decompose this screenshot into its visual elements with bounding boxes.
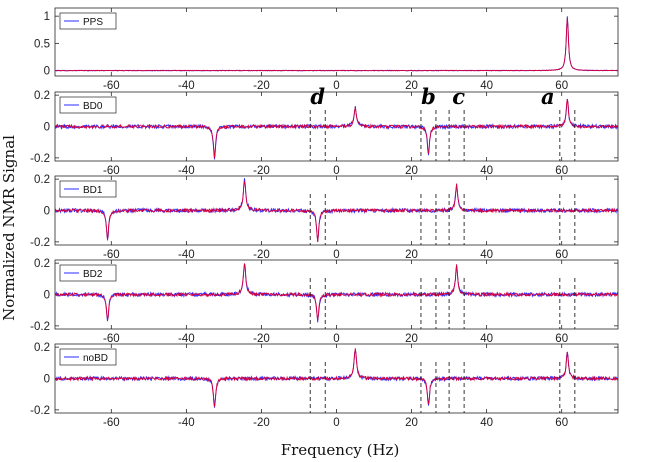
legend-label: BD2	[83, 269, 103, 280]
legend-box	[59, 348, 117, 366]
x-tick-label: 40	[480, 165, 493, 177]
x-tick-label: 20	[405, 249, 418, 261]
x-tick-label: -40	[178, 333, 195, 345]
panels: -60 -40 -20 0 20 40 60 0 0.5 1 PPS -60 -40 -20 0 20 40 60…	[30, 7, 619, 429]
peak-label-b: b	[421, 84, 436, 109]
series-line-red	[55, 99, 618, 159]
y-tick-label: 1	[44, 11, 50, 23]
x-tick-label: -40	[178, 80, 195, 92]
x-tick-label: 0	[333, 80, 339, 92]
legend-label: BD0	[83, 101, 103, 112]
y-tick-label: -0.2	[30, 405, 50, 417]
x-tick-label: 0	[333, 165, 339, 177]
legend-box	[59, 264, 117, 282]
x-tick-label: 0	[333, 333, 339, 345]
x-tick-label: -20	[253, 417, 270, 429]
x-tick-label: -60	[103, 165, 120, 177]
y-tick-label: 0.5	[34, 38, 50, 50]
x-tick-label: 60	[555, 333, 568, 345]
x-tick-label: 60	[555, 165, 568, 177]
series-line-blue	[55, 16, 618, 72]
x-tick-label: 20	[405, 165, 418, 177]
y-tick-label: 0	[44, 374, 50, 386]
panel-BD0: -60 -40 -20 0 20 40 60 -0.2 0 0.2 BD0	[30, 90, 619, 177]
y-tick-label: 0.2	[34, 342, 50, 354]
legend-box	[59, 12, 117, 30]
y-tick-label: -0.2	[30, 153, 50, 165]
x-tick-label: 20	[405, 417, 418, 429]
series-line-blue	[55, 263, 618, 323]
panel-noBD: -60 -40 -20 0 20 40 60 -0.2 0 0.2 noBD	[30, 342, 619, 429]
panel-PPS: -60 -40 -20 0 20 40 60 0 0.5 1 PPS	[34, 7, 619, 92]
x-tick-label: 60	[555, 80, 568, 92]
y-tick-label: 0	[44, 290, 50, 302]
x-tick-label: 20	[405, 80, 418, 92]
series-line-red	[55, 17, 618, 72]
x-tick-label: -20	[253, 80, 270, 92]
y-tick-label: -0.2	[30, 321, 50, 333]
series-line-red	[55, 263, 618, 320]
legend-label: PPS	[83, 17, 103, 28]
x-tick-label: -60	[103, 80, 120, 92]
panel-BD2: -60 -40 -20 0 20 40 60 -0.2 0 0.2 BD2	[30, 258, 619, 345]
peak-label-a: a	[541, 84, 555, 109]
x-tick-label: 60	[555, 417, 568, 429]
legend-box	[59, 96, 117, 114]
x-tick-label: -40	[178, 165, 195, 177]
x-tick-label: -60	[103, 249, 120, 261]
y-tick-label: 0.2	[34, 258, 50, 270]
y-tick-label: 0.2	[34, 90, 50, 102]
y-tick-label: 0	[44, 122, 50, 134]
x-tick-label: -60	[103, 417, 120, 429]
x-tick-label: -40	[178, 417, 195, 429]
y-axis-label: Normalized NMR Signal	[0, 135, 18, 321]
legend-label: noBD	[83, 353, 108, 364]
x-tick-label: 0	[333, 417, 339, 429]
axes-box	[54, 7, 619, 77]
x-tick-label: 40	[480, 333, 493, 345]
series-line-red	[55, 348, 618, 407]
series-line-red	[55, 181, 618, 243]
peak-label-d: d	[310, 84, 325, 109]
y-tick-label: 0	[44, 66, 50, 78]
x-tick-label: -20	[253, 165, 270, 177]
peak-label-c: c	[452, 84, 465, 109]
legend-box	[59, 180, 117, 198]
x-tick-label: -60	[103, 333, 120, 345]
x-tick-label: 0	[333, 249, 339, 261]
panel-BD1: -60 -40 -20 0 20 40 60 -0.2 0 0.2 BD1	[30, 174, 619, 261]
x-tick-label: 40	[480, 417, 493, 429]
x-tick-label: 40	[480, 80, 493, 92]
x-tick-label: 60	[555, 249, 568, 261]
legend-label: BD1	[83, 185, 103, 196]
x-tick-label: -20	[253, 333, 270, 345]
y-tick-label: 0	[44, 206, 50, 218]
x-axis-label: Frequency (Hz)	[281, 441, 400, 459]
y-tick-label: 0.2	[34, 174, 50, 186]
y-tick-label: -0.2	[30, 237, 50, 249]
x-tick-label: 20	[405, 333, 418, 345]
x-tick-label: -40	[178, 249, 195, 261]
series-line-blue	[55, 98, 618, 160]
x-tick-label: -20	[253, 249, 270, 261]
x-tick-label: 40	[480, 249, 493, 261]
